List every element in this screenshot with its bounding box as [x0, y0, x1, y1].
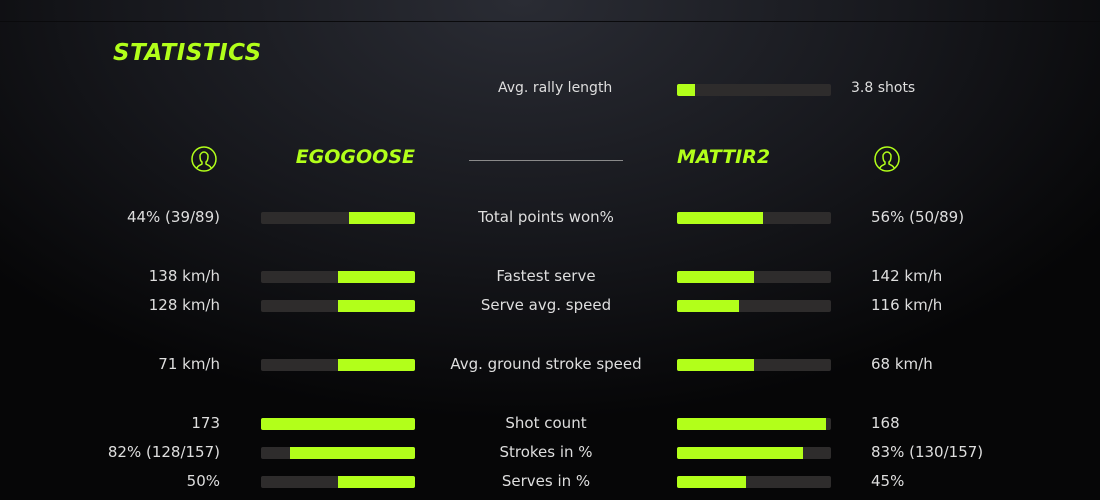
stat-label: Total points won% — [478, 208, 614, 226]
left-bar-fill — [261, 418, 415, 430]
left-bar — [261, 418, 415, 430]
right-bar-fill — [677, 212, 764, 224]
rally-label: Avg. rally length — [498, 80, 613, 96]
right-bar-fill — [677, 447, 804, 459]
right-value: 116 km/h — [871, 296, 943, 314]
left-bar-fill — [290, 447, 415, 459]
user-icon — [874, 146, 900, 172]
left-value: 50% — [186, 472, 220, 490]
stat-label: Fastest serve — [496, 267, 596, 285]
stat-label: Shot count — [505, 414, 587, 432]
left-value: 173 — [191, 414, 220, 432]
left-bar — [261, 271, 415, 283]
stat-label: Avg. ground stroke speed — [450, 355, 642, 373]
stat-label: Serves in % — [501, 472, 591, 490]
right-bar-fill — [677, 300, 739, 312]
stat-label: Strokes in % — [499, 443, 593, 461]
right-bar — [677, 212, 831, 224]
right-value: 68 km/h — [871, 355, 933, 373]
left-value: 138 km/h — [148, 267, 220, 285]
right-bar — [677, 476, 831, 488]
right-bar-fill — [677, 476, 747, 488]
rally-bar — [677, 84, 831, 96]
right-bar — [677, 418, 831, 430]
right-value: 83% (130/157) — [871, 443, 984, 461]
left-bar-fill — [338, 271, 415, 283]
right-bar — [677, 447, 831, 459]
header-divider — [469, 160, 623, 161]
right-bar-fill — [677, 271, 754, 283]
stat-label: Serve avg. speed — [480, 296, 612, 314]
left-value: 82% (128/157) — [107, 443, 220, 461]
left-bar — [261, 300, 415, 312]
left-bar-fill — [338, 359, 415, 371]
left-bar — [261, 359, 415, 371]
left-value: 128 km/h — [148, 296, 220, 314]
top-divider — [0, 21, 1100, 22]
right-value: 56% (50/89) — [871, 208, 965, 226]
left-value: 44% (39/89) — [126, 208, 220, 226]
left-bar — [261, 212, 415, 224]
left-bar — [261, 447, 415, 459]
right-bar-fill — [677, 418, 827, 430]
left-bar-fill — [338, 300, 415, 312]
right-bar — [677, 359, 831, 371]
left-bar-fill — [338, 476, 415, 488]
right-bar-fill — [677, 359, 754, 371]
right-value: 45% — [871, 472, 905, 490]
left-value: 71 km/h — [158, 355, 220, 373]
right-bar — [677, 300, 831, 312]
rally-value: 3.8 shots — [851, 80, 916, 96]
page-title: STATISTICS — [113, 40, 262, 66]
left-bar — [261, 476, 415, 488]
right-value: 142 km/h — [871, 267, 943, 285]
user-icon — [191, 146, 217, 172]
player-right-name: MATTIR2 — [677, 146, 771, 168]
left-bar-fill — [348, 212, 415, 224]
right-value: 168 — [871, 414, 900, 432]
player-left-name: EGOGOOSE — [295, 146, 415, 168]
right-bar — [677, 271, 831, 283]
